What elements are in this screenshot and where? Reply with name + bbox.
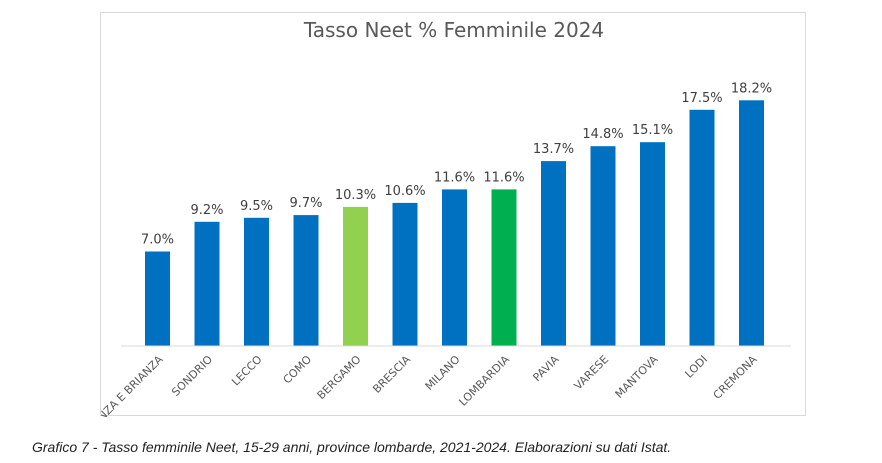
bar-bergamo [343, 206, 368, 346]
x-tick-label: MILANO [423, 353, 463, 393]
bar-cremona [739, 100, 764, 346]
data-label: 9.7% [289, 196, 322, 211]
data-label: 9.5% [240, 199, 273, 214]
data-label: 18.2% [731, 81, 772, 96]
bar-monza-e-brianza [145, 251, 170, 346]
x-tick-label: MONZA E BRIANZA [101, 353, 166, 417]
bar-chart: Tasso Neet % Femminile 2024 7.0% 9.2% 9.5%… [101, 18, 791, 417]
data-label: 10.6% [384, 184, 425, 199]
bar-lodi [689, 109, 715, 347]
data-label: 13.7% [533, 142, 574, 157]
x-tick-label: COMO [281, 353, 315, 387]
x-tick-label: LOMBARDIA [456, 353, 512, 409]
bar-milano [442, 189, 467, 346]
bar-lombardia [491, 189, 517, 346]
bar-lecco [244, 217, 269, 347]
data-label: 15.1% [632, 123, 673, 138]
x-tick-label: LODI [682, 353, 710, 381]
x-tick-label: MANTOVA [613, 353, 661, 401]
chart-title: Tasso Neet % Femminile 2024 [303, 18, 604, 42]
data-label: 11.6% [483, 170, 524, 185]
data-label: 9.2% [190, 203, 223, 218]
x-tick-label: BRESCIA [370, 353, 413, 396]
x-tick-label: PAVIA [530, 353, 561, 384]
x-tick-label: CREMONA [711, 353, 760, 402]
bar-pavia [541, 161, 566, 346]
x-tick-label: BERGAMO [315, 353, 364, 402]
bar-mantova [640, 142, 665, 346]
figure-caption: Grafico 7 - Tasso femminile Neet, 15-29 … [32, 439, 672, 455]
x-tick-label: VARESE [572, 353, 612, 393]
x-tick-label: SONDRIO [169, 353, 215, 399]
chart-frame: Tasso Neet % Femminile 2024 7.0% 9.2% 9.5%… [100, 12, 806, 417]
x-tick-label: LECCO [229, 353, 265, 389]
data-label: 14.8% [582, 127, 623, 142]
bar-como [293, 215, 319, 346]
data-label: 10.3% [335, 188, 376, 203]
data-labels-layer: 7.0% 9.2% 9.5% 9.7% 10.3% 10.6% 11.6% 11.6% 13.7… [141, 81, 772, 247]
bar-brescia [392, 202, 418, 346]
data-label: 17.5% [681, 91, 722, 106]
data-label: 11.6% [434, 170, 475, 185]
bars-layer [145, 100, 764, 347]
bar-sondrio [194, 221, 220, 346]
data-label: 7.0% [141, 233, 174, 248]
bar-varese [590, 146, 616, 346]
x-tick-labels-layer: MONZA E BRIANZA SONDRIO LECCO COMO BERGAMO BR… [101, 353, 760, 417]
